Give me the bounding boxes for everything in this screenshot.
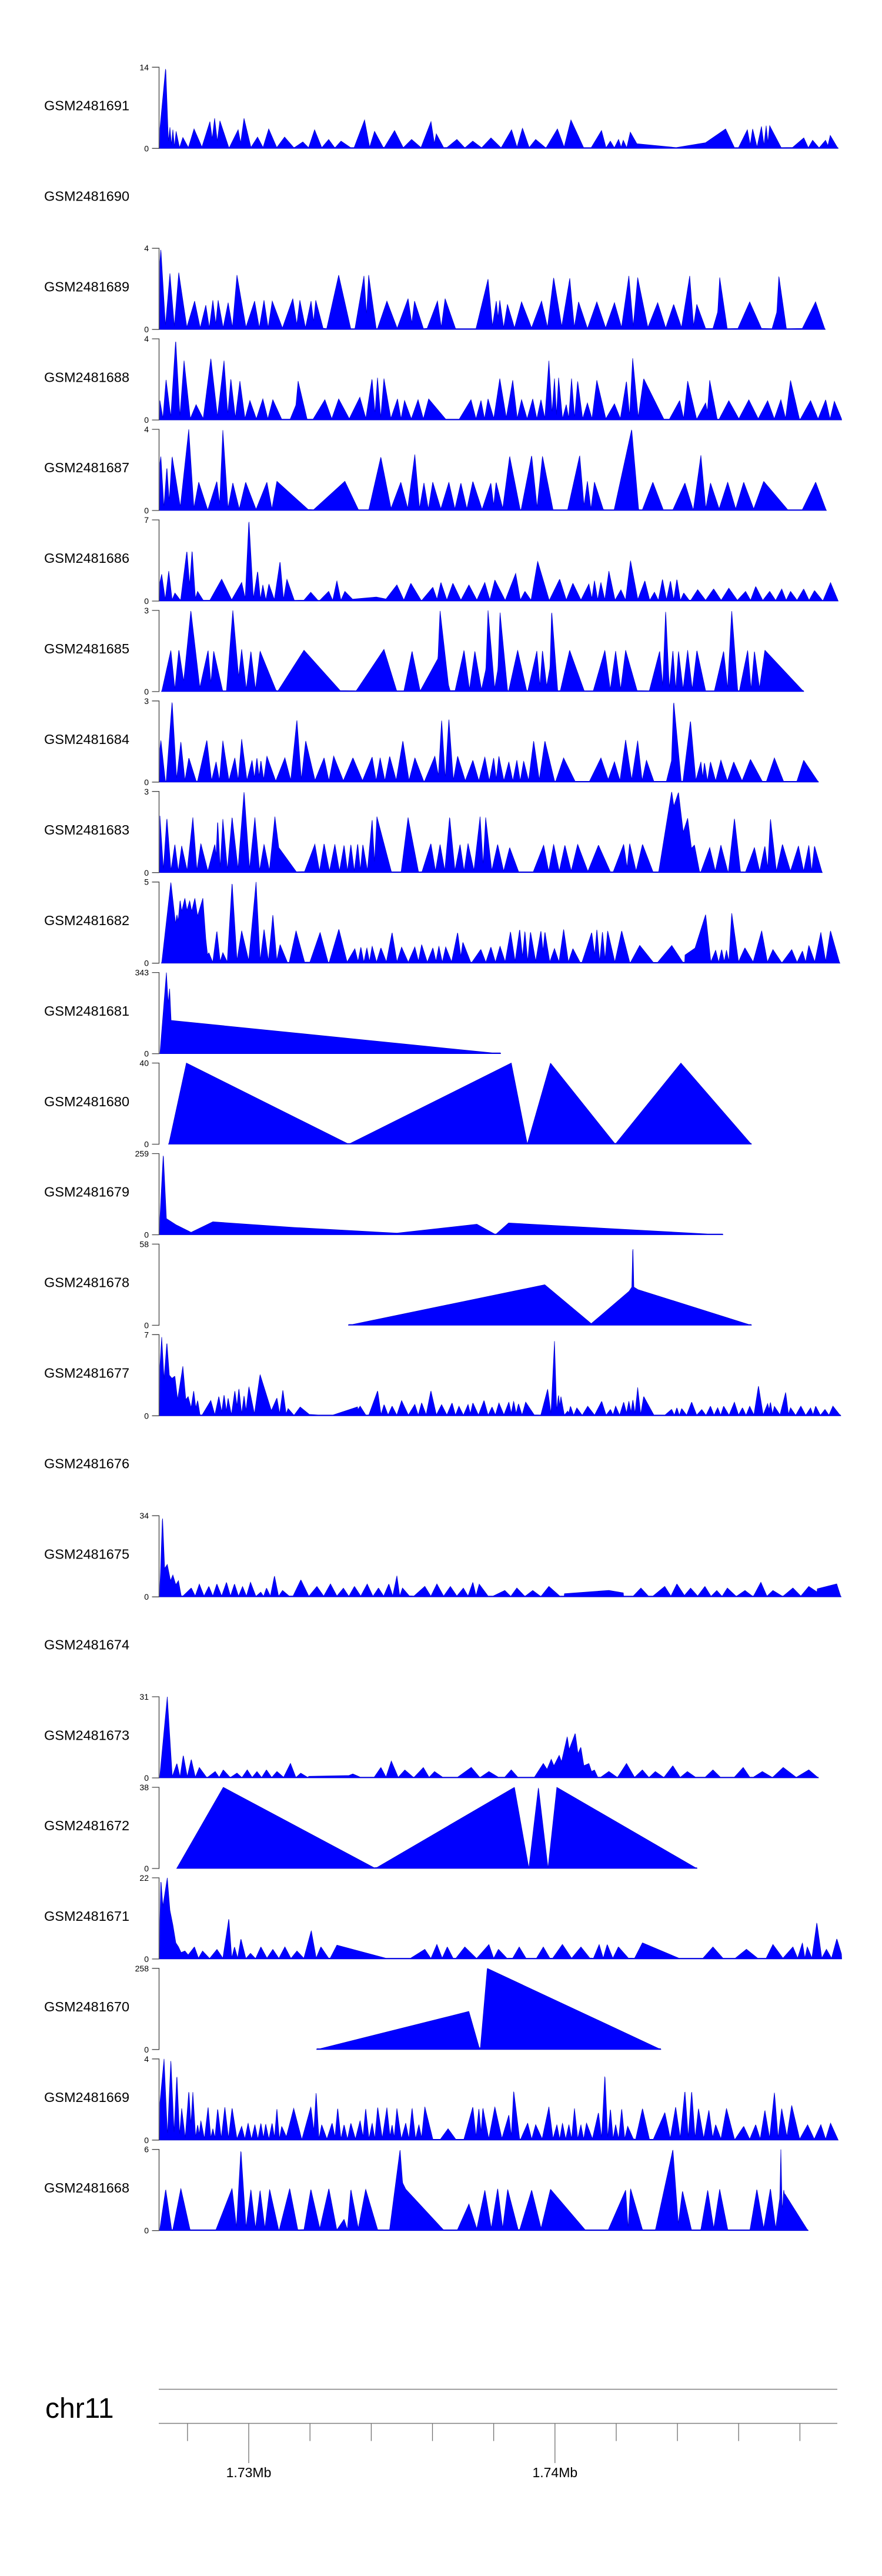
svg-text:3: 3 [144,606,149,615]
svg-text:0: 0 [144,2226,149,2235]
svg-text:0: 0 [144,1049,149,1059]
svg-text:3: 3 [144,787,149,796]
svg-text:0: 0 [144,1954,149,1964]
svg-text:chr11: chr11 [45,2393,114,2424]
svg-text:GSM2481674: GSM2481674 [44,1637,129,1652]
svg-text:0: 0 [144,415,149,425]
svg-text:0: 0 [144,1320,149,1330]
svg-text:4: 4 [144,425,149,434]
svg-text:0: 0 [144,596,149,606]
svg-text:GSM2481679: GSM2481679 [44,1184,129,1200]
svg-text:0: 0 [144,1411,149,1420]
svg-text:22: 22 [139,1873,149,1883]
svg-text:7: 7 [144,1330,149,1339]
svg-text:GSM2481672: GSM2481672 [44,1818,129,1833]
svg-text:0: 0 [144,2045,149,2054]
svg-text:3: 3 [144,696,149,706]
svg-text:GSM2481684: GSM2481684 [44,732,129,747]
svg-text:0: 0 [144,868,149,877]
svg-text:GSM2481683: GSM2481683 [44,822,129,837]
svg-text:GSM2481690: GSM2481690 [44,189,129,204]
svg-text:GSM2481686: GSM2481686 [44,550,129,566]
svg-text:31: 31 [139,1692,149,1701]
svg-text:0: 0 [144,1592,149,1601]
svg-text:7: 7 [144,515,149,525]
svg-text:GSM2481682: GSM2481682 [44,913,129,928]
svg-text:343: 343 [135,968,149,977]
svg-text:0: 0 [144,1773,149,1783]
svg-text:0: 0 [144,687,149,696]
svg-text:GSM2481691: GSM2481691 [44,98,129,114]
svg-text:GSM2481675: GSM2481675 [44,1546,129,1561]
svg-text:GSM2481677: GSM2481677 [44,1366,129,1381]
svg-text:GSM2481687: GSM2481687 [44,460,129,475]
svg-text:0: 0 [144,959,149,968]
svg-text:GSM2481670: GSM2481670 [44,1999,129,2014]
svg-text:58: 58 [139,1239,149,1249]
svg-text:34: 34 [139,1511,149,1520]
svg-text:GSM2481671: GSM2481671 [44,1908,129,1924]
svg-text:GSM2481685: GSM2481685 [44,641,129,656]
svg-text:GSM2481676: GSM2481676 [44,1456,129,1471]
svg-text:1.74Mb: 1.74Mb [532,2465,577,2480]
svg-text:40: 40 [139,1059,149,1068]
svg-text:259: 259 [135,1149,149,1159]
svg-text:6: 6 [144,2145,149,2154]
svg-text:GSM2481669: GSM2481669 [44,2090,129,2105]
svg-text:GSM2481689: GSM2481689 [44,279,129,294]
svg-text:5: 5 [144,877,149,887]
svg-text:GSM2481668: GSM2481668 [44,2180,129,2195]
svg-text:0: 0 [144,2135,149,2145]
svg-text:258: 258 [135,1964,149,1973]
svg-text:0: 0 [144,1864,149,1873]
svg-text:0: 0 [144,325,149,334]
svg-text:0: 0 [144,1140,149,1149]
svg-text:GSM2481680: GSM2481680 [44,1094,129,1109]
svg-text:0: 0 [144,1230,149,1240]
svg-text:4: 4 [144,334,149,343]
svg-text:0: 0 [144,144,149,153]
svg-text:4: 4 [144,243,149,253]
svg-text:38: 38 [139,1783,149,1792]
svg-text:0: 0 [144,778,149,787]
svg-text:14: 14 [139,62,149,72]
svg-text:GSM2481678: GSM2481678 [44,1275,129,1290]
svg-text:GSM2481681: GSM2481681 [44,1003,129,1019]
svg-text:GSM2481688: GSM2481688 [44,369,129,385]
svg-text:1.73Mb: 1.73Mb [226,2465,272,2480]
svg-text:4: 4 [144,2054,149,2064]
svg-text:0: 0 [144,506,149,515]
svg-text:GSM2481673: GSM2481673 [44,1727,129,1743]
